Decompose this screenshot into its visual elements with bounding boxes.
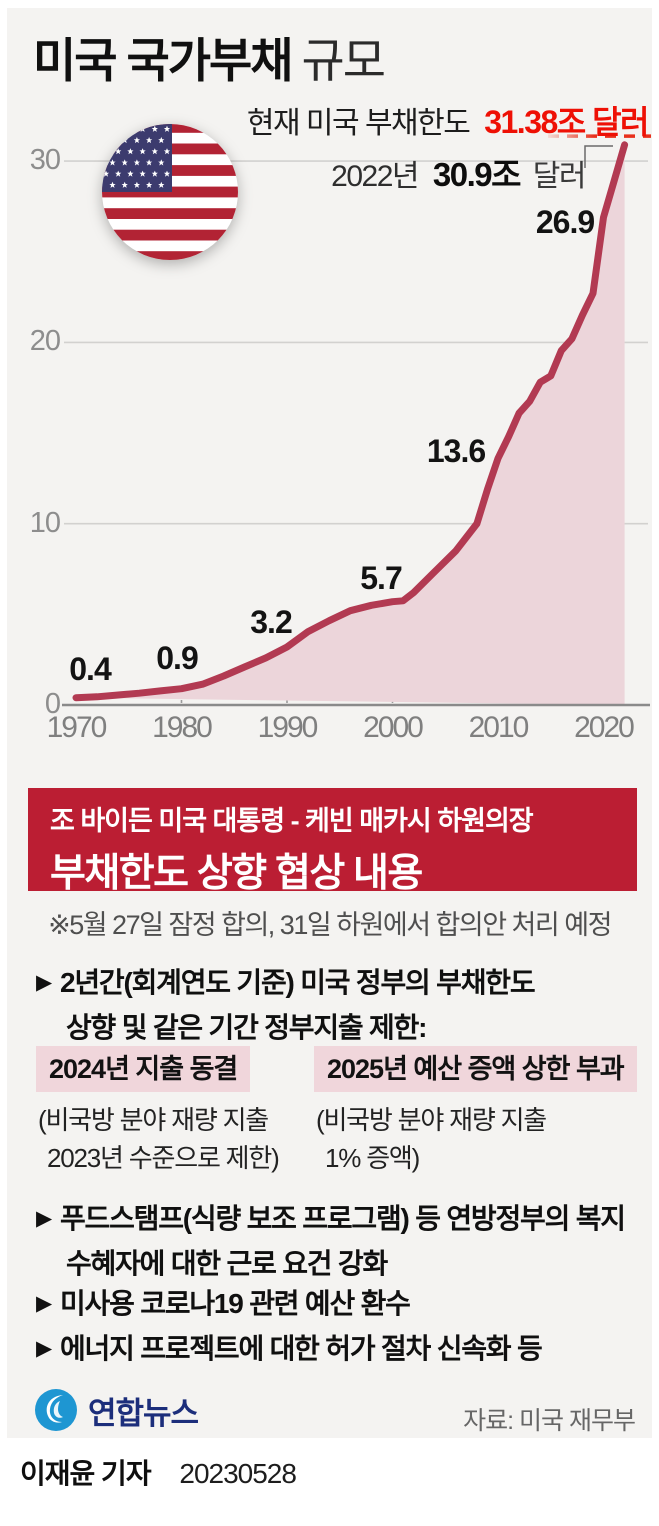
debt-limit-value: 31.38조 달러	[484, 104, 649, 140]
y-axis-label: 20	[29, 325, 61, 358]
data-point-label: 0.4	[69, 651, 111, 687]
y-axis-label: 30	[29, 144, 61, 177]
bullet-1-line-2: 상향 및 같은 기간 정부지출 제한:	[66, 1012, 428, 1043]
chip-2025-desc: (비국방 분야 재량 지출 1% 증액)	[316, 1101, 547, 1177]
flag-graphic	[102, 124, 238, 260]
chip-2025-desc-line-2: 1% 증액)	[325, 1143, 420, 1173]
x-axis-label: 1970	[46, 711, 108, 744]
bullet-3-line-1: 미사용 코로나19 관련 예산 환수	[59, 1288, 411, 1319]
yonhap-logo-icon	[35, 1389, 77, 1431]
latest-year: 2022년	[331, 160, 419, 193]
us-flag-icon	[102, 124, 238, 260]
chip-2024-freeze: 2024년 지출 동결	[36, 1046, 251, 1092]
y-axis-label: 0	[44, 688, 61, 720]
debt-limit-prefix: 현재 미국 부채한도	[246, 107, 471, 140]
y-axis-label: 10	[29, 506, 61, 539]
x-axis-label: 2020	[574, 711, 635, 744]
chip-2024-desc-line-2: 2023년 수준으로 제한)	[47, 1143, 280, 1173]
chip-2025-desc-line-1: (비국방 분야 재량 지출	[316, 1105, 547, 1135]
data-point-label: 3.2	[250, 604, 292, 640]
latest-value-annotation: 2022년 30.9조 달러	[331, 148, 587, 196]
source-credit: 자료: 미국 재무부	[463, 1407, 636, 1435]
bullet-4-line-1: 에너지 프로젝트에 대한 허가 절차 신속화 등	[59, 1333, 543, 1364]
x-axis-label: 2000	[363, 711, 424, 744]
bullet-food-stamps: ▶ 푸드스탬프(식량 보조 프로그램) 등 연방정부의 복지 수혜자에 대한 근로…	[36, 1198, 626, 1285]
bullet-1-line-1: 2년간(회계연도 기준) 미국 정부의 부채한도	[59, 967, 536, 998]
data-point-label: 5.7	[360, 560, 402, 596]
bullet-covid-funds: ▶ 미사용 코로나19 관련 예산 환수	[36, 1283, 411, 1328]
data-point-label: 13.6	[426, 433, 486, 469]
bullet-arrow-icon: ▶	[36, 1337, 52, 1360]
bullet-2-line-1: 푸드스탬프(식량 보조 프로그램) 등 연방정부의 복지	[59, 1203, 626, 1234]
bullet-2-line-2: 수혜자에 대한 근로 요건 강화	[66, 1248, 388, 1279]
chip-2024-desc: (비국방 분야 재량 지출 2023년 수준으로 제한)	[38, 1101, 280, 1177]
bullet-energy-permits: ▶ 에너지 프로젝트에 대한 허가 절차 신속화 등	[36, 1328, 543, 1373]
byline: 이재윤 기자 20230528	[20, 1452, 297, 1492]
yonhap-logo-text: 연합뉴스	[88, 1395, 199, 1431]
agreement-note: ※5월 27일 잠정 합의, 31일 하원에서 합의안 처리 예정	[48, 910, 612, 940]
negotiation-banner: 조 바이든 미국 대통령 - 케빈 매카시 하원의장 부채한도 상향 협상 내용	[28, 788, 637, 895]
debt-limit-annotation: 현재 미국 부채한도 31.38조 달러	[246, 97, 650, 143]
bullet-arrow-icon: ▶	[36, 1207, 52, 1230]
chip-2024-desc-line-1: (비국방 분야 재량 지출	[38, 1105, 269, 1135]
reporter-name: 이재윤 기자	[20, 1458, 152, 1489]
bullet-arrow-icon: ▶	[36, 1292, 52, 1315]
yonhap-logo: 연합뉴스	[33, 1387, 199, 1433]
data-point-label: 26.9	[535, 204, 595, 240]
bullet-arrow-icon: ▶	[36, 971, 52, 994]
latest-value: 30.9조	[432, 156, 522, 193]
x-axis-label: 1990	[257, 711, 319, 744]
title-main: 미국 국가부채	[33, 34, 293, 87]
latest-unit: 달러	[532, 160, 587, 193]
x-axis-label: 2010	[468, 711, 530, 744]
chip-2025-cap: 2025년 예산 증액 상한 부과	[314, 1046, 637, 1092]
publish-date: 20230528	[179, 1458, 297, 1489]
data-point-label: 0.9	[156, 640, 198, 676]
title-sub: 규모	[301, 34, 386, 87]
banner-title: 부채한도 상향 협상 내용	[50, 852, 423, 895]
page-title: 미국 국가부채 규모	[33, 22, 386, 91]
banner-subtitle: 조 바이든 미국 대통령 - 케빈 매카시 하원의장	[50, 806, 534, 836]
bullet-debt-ceiling: ▶ 2년간(회계연도 기준) 미국 정부의 부채한도 상향 및 같은 기간 정부지…	[36, 962, 536, 1049]
x-axis-label: 1980	[152, 711, 213, 744]
